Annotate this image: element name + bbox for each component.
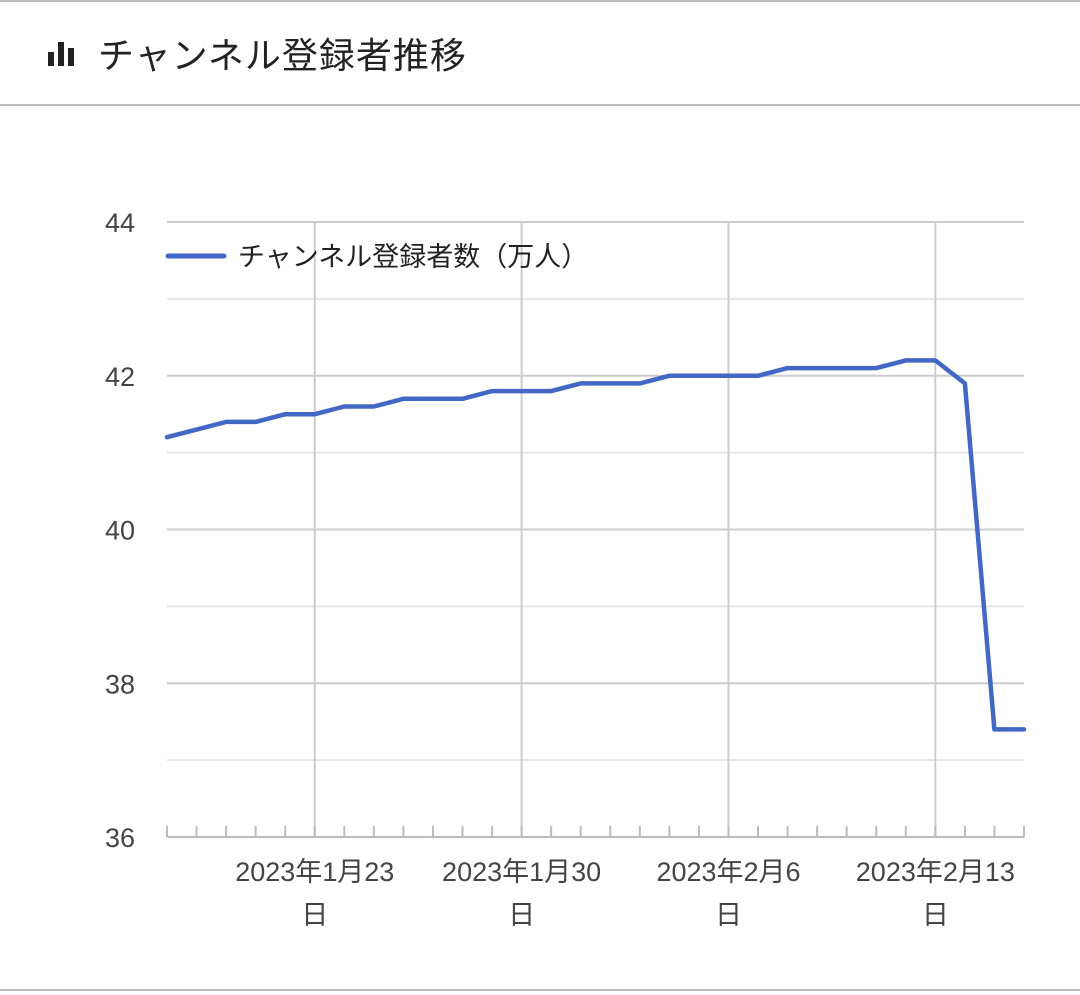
- x-tick-label: 2023年2月13: [856, 857, 1015, 887]
- major-gridlines: [167, 221, 1024, 685]
- chart-area: 36 38 40 42 44 2023年1月23 日 2023年1月30 日 2023年2月6 日…: [0, 106, 1080, 991]
- x-tick-label: 2023年1月30: [442, 857, 601, 887]
- vertical-gridlines: [313, 222, 937, 837]
- x-tick-label-suffix: 日: [922, 900, 949, 930]
- y-tick-label: 36: [105, 823, 135, 853]
- x-tick-label-suffix: 日: [508, 900, 535, 930]
- y-tick-label: 44: [105, 208, 135, 238]
- x-tick-label-suffix: 日: [715, 900, 742, 930]
- page-title: チャンネル登録者推移: [98, 36, 467, 77]
- legend: チャンネル登録者数（万人）: [165, 242, 588, 273]
- line-chart: 36 38 40 42 44 2023年1月23 日 2023年1月30 日 2023年2月6 日…: [105, 208, 1027, 930]
- y-tick-labels: 36 38 40 42 44: [105, 208, 135, 853]
- card-header: チャンネル登録者推移: [0, 2, 1080, 106]
- x-tick-labels: 2023年1月23 日 2023年1月30 日 2023年2月6 日 2023年2月13 日: [235, 857, 1015, 930]
- bar-chart-icon: [48, 42, 74, 66]
- series-line: [164, 358, 1027, 732]
- x-tick-label-suffix: 日: [301, 900, 328, 930]
- x-tick-label: 2023年1月23: [235, 857, 394, 887]
- y-tick-label: 38: [105, 669, 135, 699]
- y-tick-label: 42: [105, 362, 135, 392]
- x-tick-label: 2023年2月6: [656, 857, 800, 887]
- series-lines: [164, 358, 1027, 732]
- minor-gridlines: [167, 297, 1024, 762]
- x-axis: [166, 826, 1025, 838]
- y-tick-label: 40: [105, 516, 135, 546]
- legend-label: チャンネル登録者数（万人）: [238, 242, 588, 273]
